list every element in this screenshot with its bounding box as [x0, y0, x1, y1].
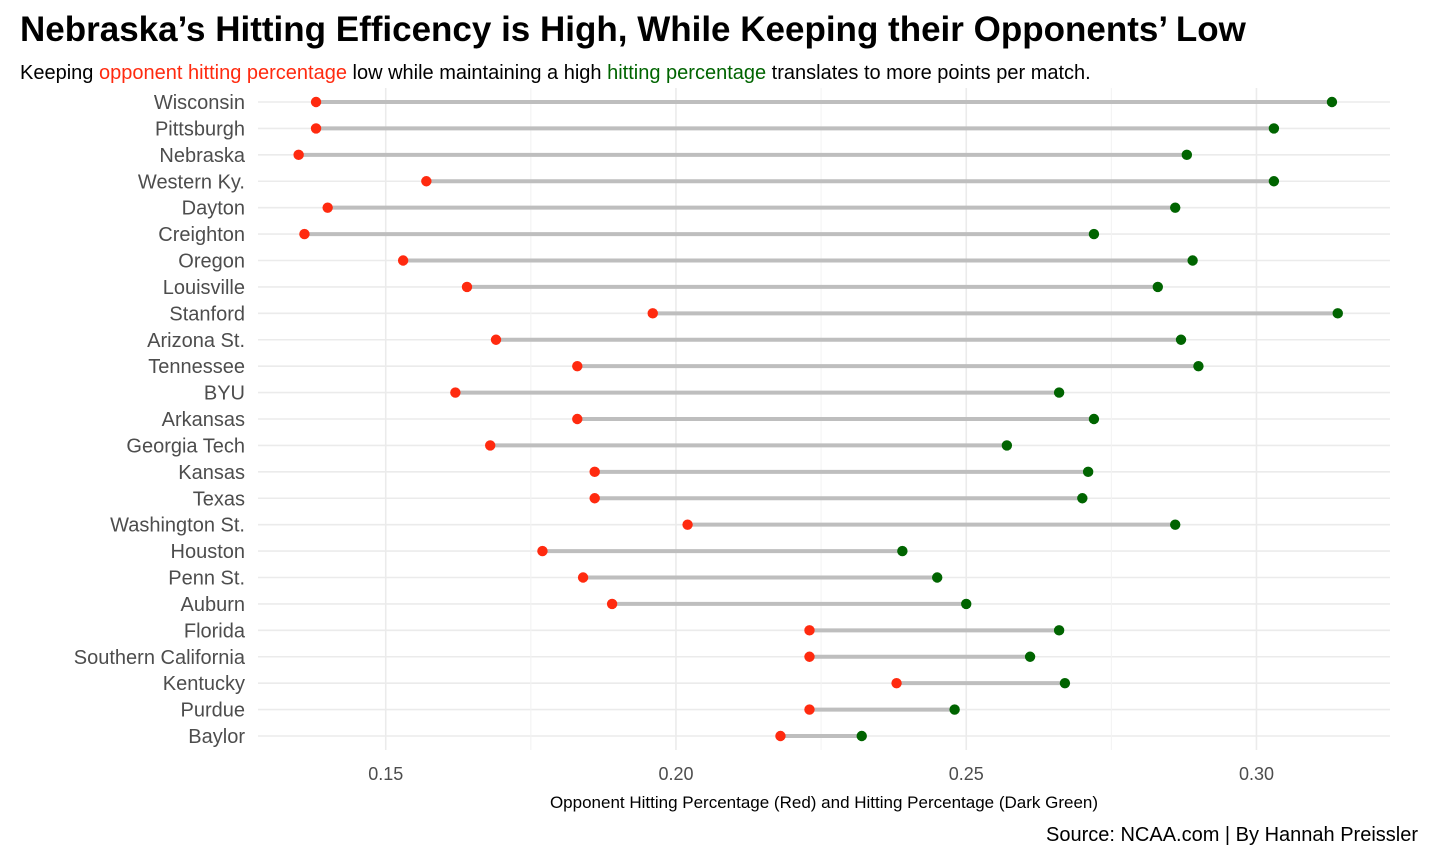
y-tick-label: Creighton [158, 224, 245, 246]
hitting-point [1170, 519, 1181, 530]
y-tick-label: Pittsburgh [155, 118, 245, 140]
hitting-point [1001, 440, 1013, 451]
y-tick-label: Oregon [178, 251, 245, 273]
hitting-point [1187, 255, 1198, 266]
y-tick-label: Baylor [188, 726, 245, 748]
subtitle-opponent-highlight: opponent hitting percentage [98, 62, 347, 84]
opponent-point [310, 123, 322, 134]
opponent-point [293, 149, 304, 161]
hitting-point [949, 704, 960, 715]
opponent-point [606, 598, 618, 610]
opponent-point [682, 519, 693, 530]
chart-title: Nebraska’s Hitting Efficency is High, Wh… [20, 10, 1246, 49]
hitting-point [897, 545, 908, 557]
hitting-point [1024, 651, 1036, 662]
opponent-point [397, 255, 409, 266]
opponent-point [310, 96, 322, 108]
segments [298, 100, 1338, 738]
hitting-point [1088, 228, 1100, 240]
y-tick-label: Houston [171, 541, 246, 563]
subtitle-part-2: low while maintaining a high [346, 62, 608, 84]
x-axis-labels: 0.15 0.20 0.25 0.30 [368, 764, 1274, 784]
opponent-point [421, 176, 432, 187]
opponent-point [450, 387, 461, 398]
hitting-point [1088, 413, 1100, 425]
opponent-point [804, 651, 815, 662]
y-tick-label: Wisconsin [154, 92, 245, 114]
opponent-point [490, 334, 502, 345]
opponent-point [322, 202, 333, 213]
y-tick-label: Kentucky [163, 673, 245, 695]
source-caption: Source: NCAA.com | By Hannah Preissler [1045, 824, 1418, 846]
hitting-point [1170, 202, 1181, 213]
opponent-point [537, 545, 548, 557]
y-axis-labels: Wisconsin Pittsburgh Nebraska Western Ky. Da… [74, 92, 246, 748]
hitting-point [1077, 493, 1088, 504]
hitting-point [1332, 308, 1343, 319]
hitting-point [1175, 334, 1187, 345]
y-tick-label: Texas [193, 488, 245, 510]
hitting-point [1193, 360, 1204, 372]
hitting-point [1152, 281, 1163, 293]
x-tick-label: 0.30 [1239, 764, 1274, 784]
y-tick-label: Louisville [163, 277, 245, 299]
opponent-point [775, 730, 786, 742]
y-tick-label: Kansas [178, 462, 245, 484]
opponent-point [461, 281, 473, 293]
y-tick-label: Nebraska [159, 145, 245, 167]
x-tick-label: 0.25 [949, 764, 984, 784]
subtitle-part-3: translates to more points per match. [766, 62, 1091, 84]
opponent-point [485, 440, 496, 451]
opponent-point [589, 466, 600, 478]
y-tick-label: Arizona St. [147, 330, 245, 352]
points [293, 96, 1343, 742]
opponent-point [572, 360, 583, 372]
y-tick-label: Florida [184, 620, 246, 642]
hitting-point [1268, 123, 1280, 134]
x-tick-label: 0.20 [658, 764, 693, 784]
opponent-point [804, 704, 815, 715]
hitting-point [1053, 625, 1065, 636]
hitting-point [1268, 176, 1280, 187]
y-tick-label: Southern California [74, 647, 246, 669]
opponent-point [299, 228, 310, 240]
y-tick-label: Arkansas [162, 409, 245, 431]
opponent-point [589, 493, 600, 504]
opponent-point [804, 625, 815, 636]
x-tick-label: 0.15 [368, 764, 403, 784]
hitting-point [856, 730, 867, 742]
chart-subtitle: Keeping opponent hitting percentage low … [20, 62, 1091, 85]
hitting-point [1082, 466, 1094, 478]
hitting-point [1059, 677, 1071, 689]
x-axis-title: Opponent Hitting Percentage (Red) and Hi… [550, 793, 1098, 812]
opponent-point [577, 572, 589, 583]
hitting-point [1326, 96, 1338, 108]
opponent-point [572, 413, 583, 425]
y-tick-label: Western Ky. [138, 171, 245, 193]
opponent-point [891, 677, 902, 689]
opponent-point [647, 308, 658, 319]
hitting-point [932, 572, 943, 583]
y-tick-label: Tennessee [148, 356, 245, 378]
y-tick-label: Georgia Tech [126, 435, 245, 457]
hitting-point [961, 598, 972, 610]
y-tick-label: Dayton [182, 198, 245, 220]
hitting-point [1053, 387, 1065, 398]
subtitle-hitting-highlight: hitting percentage [607, 62, 767, 84]
y-tick-label: Auburn [181, 594, 246, 616]
y-tick-label: Penn St. [168, 568, 245, 590]
hitting-point [1181, 149, 1193, 161]
y-tick-label: Stanford [169, 303, 245, 325]
subtitle-part-1: Keeping [20, 62, 99, 84]
y-tick-label: Washington St. [110, 515, 245, 537]
y-tick-label: BYU [204, 383, 245, 405]
y-tick-label: Purdue [181, 700, 246, 722]
